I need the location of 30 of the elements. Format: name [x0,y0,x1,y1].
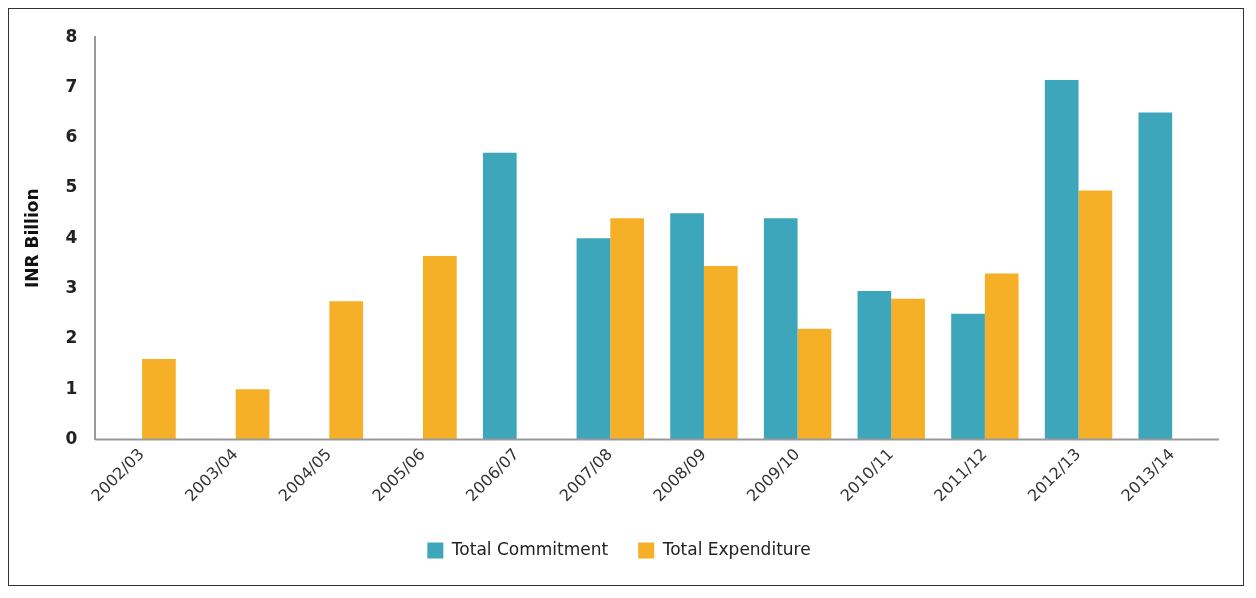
bar [1138,112,1173,440]
y-tick-label: 0 [65,427,78,448]
bar [763,218,798,440]
y-axis-title: INR Billion [21,188,42,289]
y-tick-label: 2 [65,327,78,348]
bar [670,213,704,440]
legend-label: Total Expenditure [661,538,811,559]
bar [576,238,611,440]
bar [329,301,364,440]
bar [1078,190,1113,440]
y-tick-label: 6 [65,126,78,147]
bar [797,328,832,440]
bar [482,152,517,440]
bar [142,358,176,440]
bar [951,313,985,440]
y-tick-label: 8 [65,25,78,46]
y-tick-label: 7 [65,75,78,96]
bar [857,291,892,440]
bar [235,389,270,440]
y-tick-label: 1 [65,377,78,398]
y-tick-label: 5 [65,176,78,197]
y-tick-label: 4 [65,226,78,247]
y-tick-label: 3 [65,277,78,298]
bar [423,255,457,440]
legend-label: Total Commitment [450,538,609,559]
bar [610,218,644,440]
bar [703,265,738,440]
bar [984,273,1019,440]
bar [891,298,925,440]
bar [1044,79,1079,440]
